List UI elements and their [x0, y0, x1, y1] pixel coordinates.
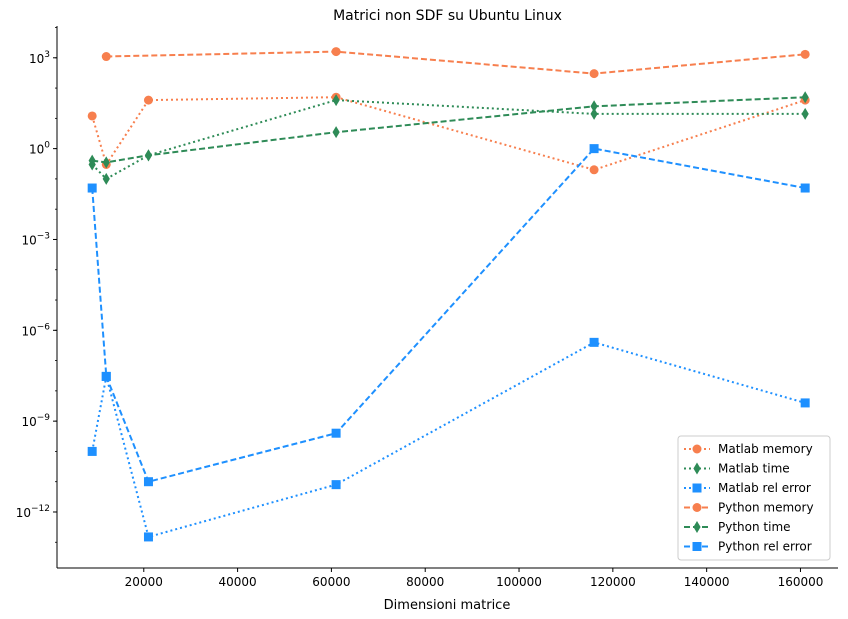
y-ticks: 103 100 10−3 10−6 10−9 10−12	[16, 27, 57, 543]
y-tick-label: 103	[29, 50, 50, 66]
series-line-python-rel-error	[91, 147, 806, 483]
x-tick-label: 100000	[496, 575, 542, 589]
series-line-python-memory	[106, 50, 806, 75]
y-tick-label: 10−12	[16, 504, 50, 520]
x-tick-label: 40000	[218, 575, 256, 589]
chart-title: Matrici non SDF su Ubuntu Linux	[333, 8, 562, 24]
data-point-python-rel-error	[800, 183, 810, 193]
series-matlab-memory	[87, 92, 810, 175]
data-point-python-time	[801, 91, 809, 104]
data-point-python-time	[88, 154, 96, 167]
data-point-matlab-time	[801, 107, 809, 120]
legend-marker	[692, 444, 702, 454]
data-point-matlab-time	[590, 107, 598, 120]
x-tick-label: 20000	[125, 575, 163, 589]
legend-label: Python time	[718, 520, 791, 534]
data-point-matlab-rel-error	[87, 446, 97, 456]
legend-item: Python time	[684, 520, 791, 534]
data-point-python-time	[102, 156, 110, 169]
legend-label: Matlab time	[718, 462, 790, 476]
data-point-matlab-rel-error	[589, 337, 599, 347]
data-point-matlab-memory	[143, 95, 153, 105]
legend-label: Matlab rel error	[718, 481, 811, 495]
x-ticks: 20000 40000 60000 80000 100000 120000 140000 16…	[125, 568, 824, 589]
legend-item: Matlab memory	[684, 442, 813, 456]
data-point-matlab-rel-error	[143, 532, 153, 542]
series-line-matlab-time	[91, 99, 806, 181]
data-point-matlab-memory	[87, 111, 97, 121]
legend-marker	[693, 462, 701, 475]
data-point-python-rel-error	[87, 183, 97, 193]
series-matlab-time	[88, 94, 809, 185]
data-point-python-rel-error	[143, 477, 153, 487]
x-tick-label: 160000	[778, 575, 824, 589]
data-point-python-memory	[101, 52, 111, 62]
data-point-python-time	[590, 100, 598, 113]
y-tick-label: 10−6	[21, 322, 50, 338]
legend-marker	[692, 542, 702, 551]
legend-item: Matlab time	[684, 462, 790, 476]
data-point-matlab-time	[102, 172, 110, 185]
data-point-python-time	[144, 149, 153, 162]
legend-marker	[693, 521, 701, 533]
x-tick-label: 120000	[590, 575, 636, 589]
data-point-python-memory	[589, 69, 599, 79]
legend-item: Python rel error	[684, 540, 812, 554]
series-layer	[87, 47, 810, 542]
data-point-matlab-rel-error	[331, 480, 341, 490]
legend-item: Matlab rel error	[684, 481, 811, 495]
legend-item: Python memory	[684, 501, 814, 515]
series-python-time	[88, 91, 809, 169]
legend-label: Python rel error	[718, 540, 812, 554]
legend: Matlab memory Matlab time Matlab rel error…	[677, 435, 831, 561]
legend-label: Matlab memory	[718, 442, 813, 456]
x-axis-label: Dimensioni matrice	[384, 598, 511, 613]
data-point-matlab-time	[332, 94, 340, 107]
data-point-python-memory	[331, 47, 341, 57]
data-point-python-time	[332, 126, 340, 139]
axes	[56, 26, 838, 569]
y-tick-label: 100	[29, 141, 50, 157]
legend-marker	[692, 483, 702, 493]
x-tick-label: 140000	[684, 575, 730, 589]
series-python-memory	[101, 47, 810, 79]
data-point-matlab-rel-error	[800, 398, 810, 408]
series-python-rel-error	[87, 144, 810, 487]
data-point-python-rel-error	[101, 371, 111, 381]
x-tick-label: 60000	[312, 575, 350, 589]
y-tick-label: 10−9	[21, 413, 50, 429]
data-point-python-memory	[800, 49, 810, 59]
legend-label: Python memory	[718, 501, 814, 515]
data-point-python-rel-error	[589, 144, 599, 154]
y-tick-label: 10−3	[21, 231, 50, 247]
legend-frame	[677, 435, 831, 561]
data-point-python-rel-error	[331, 428, 341, 438]
data-point-matlab-memory	[589, 165, 599, 175]
legend-marker	[692, 503, 702, 512]
series-line-matlab-memory	[91, 96, 806, 171]
x-tick-label: 80000	[406, 575, 444, 589]
